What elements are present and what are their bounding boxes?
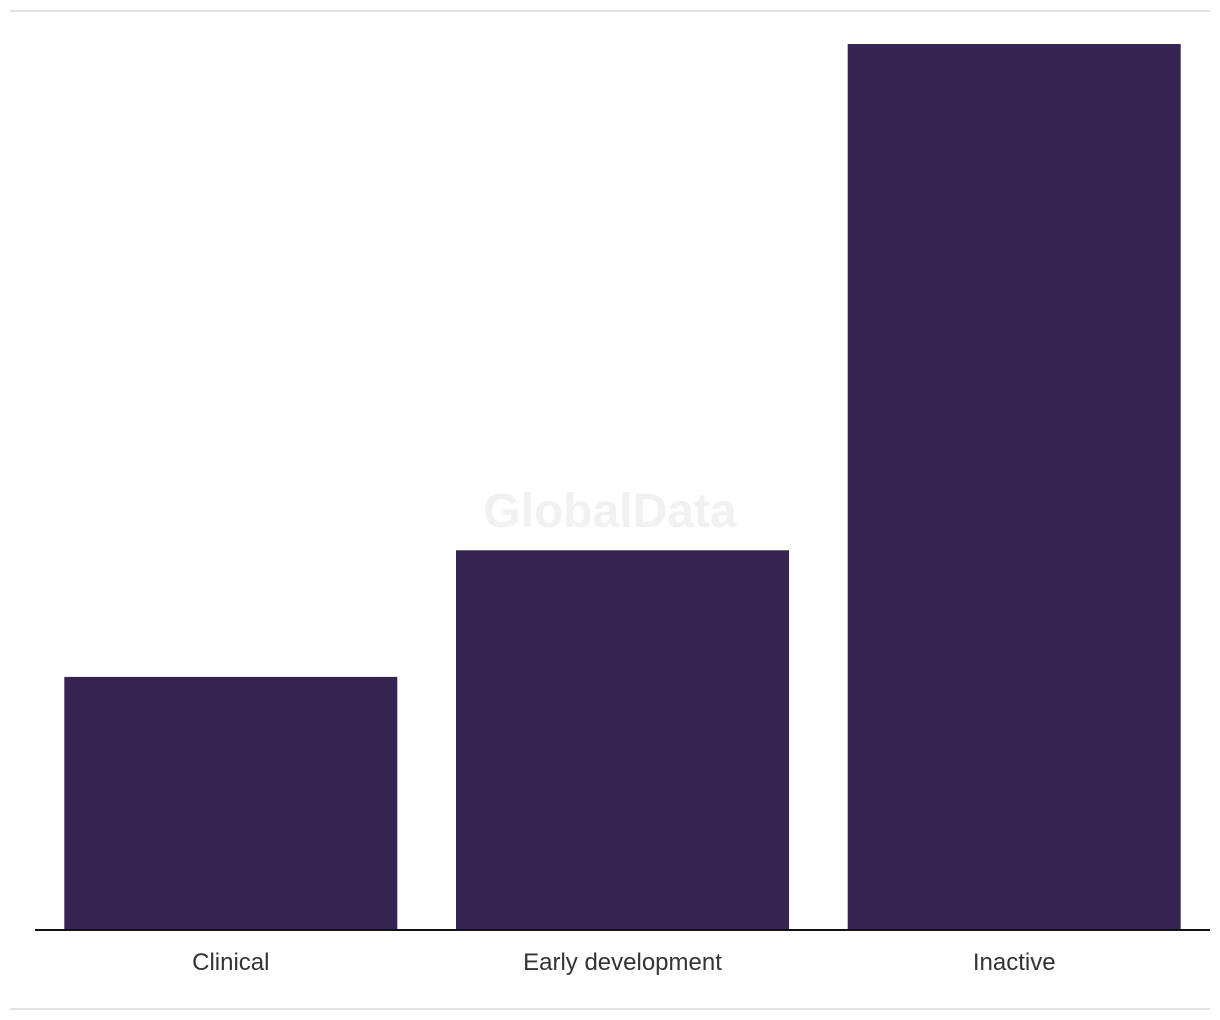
x-tick-label: Early development (523, 949, 722, 976)
x-tick-label: Clinical (192, 949, 269, 976)
bottom-frame-line (10, 1008, 1210, 1010)
top-frame-line (10, 10, 1210, 12)
watermark-text: GlobalData (483, 485, 737, 538)
x-tick-label: Inactive (973, 949, 1056, 976)
bar-early-development (456, 550, 789, 930)
x-tick-labels: Clinical Early development Inactive (192, 949, 1055, 976)
bar-inactive (847, 44, 1181, 930)
bars-group (64, 44, 1181, 930)
bar-clinical (64, 676, 398, 930)
